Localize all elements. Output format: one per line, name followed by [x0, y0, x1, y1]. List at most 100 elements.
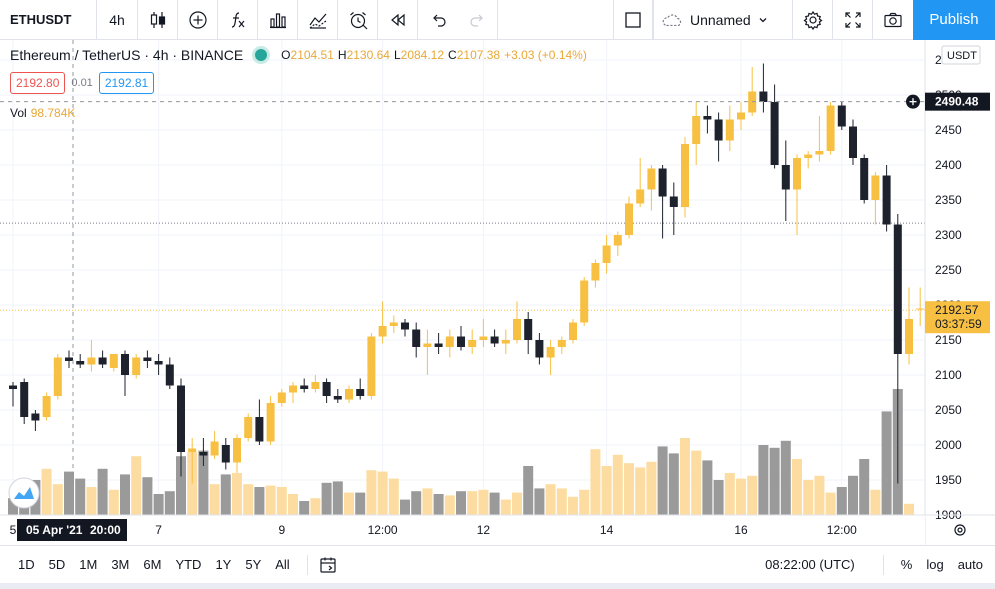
- candle-body: [132, 357, 141, 375]
- candles-icon: [150, 11, 165, 28]
- range-1y[interactable]: 1Y: [215, 557, 232, 572]
- currency-badge[interactable]: [941, 45, 981, 65]
- range-5d[interactable]: 5D: [48, 557, 66, 572]
- volume-bar: [724, 473, 735, 515]
- volume-bar: [41, 468, 52, 515]
- price-axis-tick-label: 2400: [935, 158, 962, 172]
- publish-button[interactable]: Publish: [913, 0, 995, 40]
- volume-bar: [131, 456, 142, 515]
- time-axis-tick-label: 12:00: [368, 523, 398, 537]
- volume-bar: [411, 491, 422, 515]
- volume-bar: [433, 494, 444, 515]
- volume-bar: [120, 474, 130, 515]
- range-3m[interactable]: 3M: [111, 557, 130, 572]
- low-value: 2084.12: [400, 48, 445, 62]
- candle-body: [233, 438, 241, 463]
- logo-mountain-icon: [14, 487, 34, 499]
- axis-settings-gear-icon[interactable]: [954, 524, 966, 536]
- volume-bar: [164, 491, 175, 515]
- range-1d[interactable]: 1D: [18, 557, 35, 572]
- timezone-clock[interactable]: 08:22:00 (UTC): [765, 557, 855, 572]
- crosshair-price-box: [925, 92, 990, 111]
- bottom-scroll-strip[interactable]: [0, 583, 995, 589]
- range-ytd[interactable]: YTD: [175, 557, 202, 572]
- volume-bar: [545, 484, 556, 515]
- candle-body: [345, 389, 353, 400]
- candle-body: [636, 189, 645, 204]
- crosshair-price-label: 2490.48: [935, 95, 979, 109]
- volume-bar: [859, 459, 870, 515]
- go-to-date-button[interactable]: [318, 555, 338, 575]
- alarm-clock-icon: [349, 11, 367, 29]
- volume-bar: [86, 487, 97, 515]
- bottom-toolbar: 1D 5D 1M 3M 6M YTD 1Y 5Y All 08:22:00 (U…: [0, 545, 995, 583]
- volume-bar: [612, 454, 623, 515]
- candle-body: [401, 322, 409, 330]
- candle-body: [770, 102, 779, 165]
- snapshot-button[interactable]: [873, 0, 913, 40]
- sell-button[interactable]: 2192.80: [10, 72, 66, 94]
- layout-menu-button[interactable]: Unnamed: [653, 0, 793, 40]
- fullscreen-button[interactable]: [833, 0, 873, 40]
- candle-body: [591, 263, 600, 281]
- compare-button[interactable]: [178, 0, 218, 40]
- layout-name: Unnamed: [690, 11, 751, 28]
- tradingview-logo-button[interactable]: [8, 477, 40, 509]
- candle-style-button[interactable]: [138, 0, 178, 40]
- replay-button[interactable]: [378, 0, 418, 40]
- settings-button[interactable]: [793, 0, 833, 40]
- volume-bar: [198, 450, 209, 515]
- fullscreen-icon: [844, 11, 861, 28]
- candle-body: [210, 441, 219, 456]
- log-scale-toggle[interactable]: log: [926, 557, 944, 572]
- percent-scale-toggle[interactable]: %: [900, 557, 913, 572]
- volume-bar: [52, 484, 63, 515]
- time-axis[interactable]: [0, 515, 925, 545]
- range-1m[interactable]: 1M: [79, 557, 98, 572]
- volume-bar: [601, 466, 612, 515]
- volume-bar: [209, 484, 220, 515]
- templates-button[interactable]: [258, 0, 298, 40]
- symbol-search-button[interactable]: ETHUSDT: [0, 0, 97, 40]
- volume-bar: [97, 468, 108, 515]
- range-5y[interactable]: 5Y: [245, 557, 262, 572]
- volume-bar: [400, 499, 410, 515]
- candle-body: [804, 154, 813, 158]
- volume-bar: [904, 503, 914, 515]
- auto-scale-toggle[interactable]: auto: [957, 557, 983, 572]
- candle-body: [703, 116, 712, 120]
- buy-button[interactable]: 2192.81: [98, 72, 155, 94]
- volume-bar: [579, 489, 590, 515]
- volume-bar: [646, 461, 657, 515]
- range-all[interactable]: All: [275, 557, 290, 572]
- volume-bar: [366, 470, 377, 515]
- high-value: 2130.64: [346, 48, 390, 62]
- price-axis[interactable]: [925, 40, 995, 515]
- candle-body: [725, 119, 734, 141]
- alert-button[interactable]: [338, 0, 378, 40]
- candle-body: [87, 357, 96, 365]
- volume-bar: [691, 450, 702, 515]
- candle-body: [277, 392, 286, 403]
- financials-button[interactable]: [298, 0, 338, 40]
- volume-bar: [780, 440, 791, 515]
- price-chart[interactable]: 1900195020002050210021502200225023002350…: [0, 40, 995, 545]
- candle-body: [524, 319, 533, 340]
- toolbar-spacer: [498, 0, 613, 40]
- redo-button[interactable]: [458, 0, 498, 40]
- candle-body: [468, 340, 477, 347]
- multi-layout-button[interactable]: [613, 0, 653, 40]
- range-6m[interactable]: 6M: [143, 557, 162, 572]
- interval-button[interactable]: 4h: [97, 0, 138, 40]
- price-axis-tick-label: 2450: [935, 123, 962, 137]
- candle-body: [9, 385, 17, 389]
- volume-legend: Vol 98.784K: [10, 106, 75, 120]
- time-axis-tick-label: 7: [155, 523, 162, 537]
- candle-body: [266, 403, 275, 442]
- candle-body: [815, 151, 824, 155]
- undo-button[interactable]: [418, 0, 458, 40]
- indicators-button[interactable]: [218, 0, 258, 40]
- market-open-indicator: [255, 49, 268, 61]
- candle-body: [109, 354, 118, 368]
- candle-body: [501, 340, 510, 344]
